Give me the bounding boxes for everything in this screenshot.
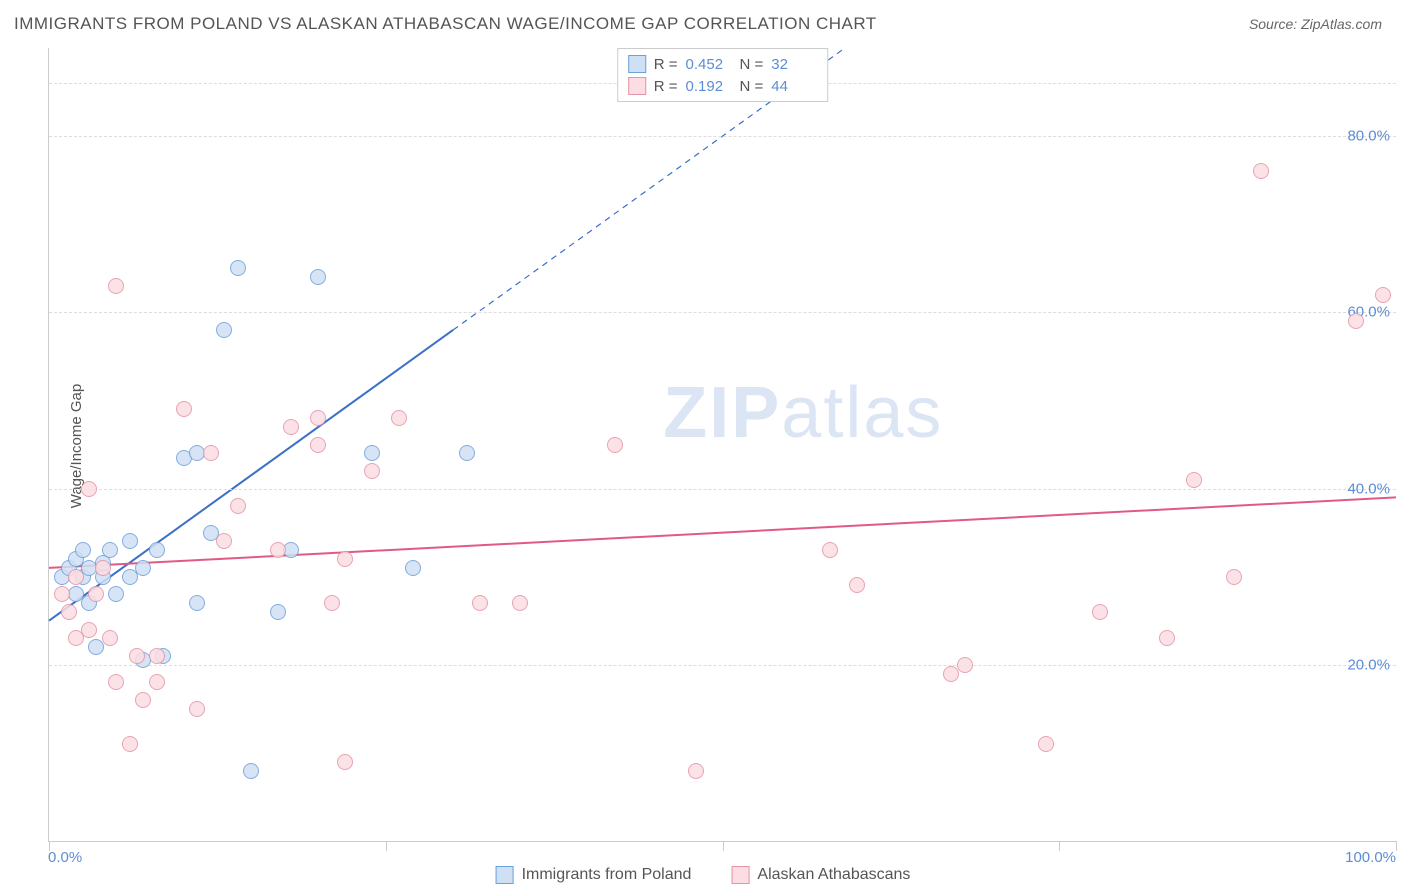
chart-source: Source: ZipAtlas.com <box>1249 16 1382 32</box>
scatter-point <box>81 622 97 638</box>
plot-region: ZIPatlas R =0.452N =32R =0.192N =44 20.0… <box>48 48 1396 842</box>
scatter-point <box>310 410 326 426</box>
scatter-point <box>102 630 118 646</box>
scatter-point <box>405 560 421 576</box>
scatter-point <box>243 763 259 779</box>
stat-n-label: N = <box>740 78 764 95</box>
legend-item: Immigrants from Poland <box>496 866 692 884</box>
stat-n-label: N = <box>740 56 764 73</box>
scatter-point <box>108 278 124 294</box>
stat-r-label: R = <box>654 56 678 73</box>
scatter-point <box>1375 287 1391 303</box>
x-tick-mark <box>1396 841 1397 851</box>
scatter-point <box>102 542 118 558</box>
scatter-point <box>95 560 111 576</box>
scatter-point <box>337 551 353 567</box>
scatter-point <box>122 736 138 752</box>
scatter-point <box>135 560 151 576</box>
scatter-point <box>75 542 91 558</box>
scatter-point <box>310 269 326 285</box>
x-tick-mark <box>1059 841 1060 851</box>
gridline-horizontal <box>49 136 1396 137</box>
scatter-point <box>364 445 380 461</box>
scatter-point <box>230 260 246 276</box>
legend-swatch <box>628 77 646 95</box>
stat-r-label: R = <box>654 78 678 95</box>
trend-lines <box>49 48 1396 841</box>
x-tick-max: 100.0% <box>1345 849 1396 866</box>
scatter-point <box>270 542 286 558</box>
stat-r-value: 0.192 <box>686 78 732 95</box>
stat-n-value: 32 <box>771 56 817 73</box>
scatter-point <box>822 542 838 558</box>
scatter-point <box>1348 313 1364 329</box>
scatter-point <box>61 604 77 620</box>
y-tick-label: 80.0% <box>1347 128 1390 145</box>
stat-r-value: 0.452 <box>686 56 732 73</box>
scatter-point <box>108 674 124 690</box>
scatter-point <box>1159 630 1175 646</box>
legend-stat-row: R = 0.452 N = 32 <box>628 53 818 75</box>
legend-stats: R = 0.452 N = 32 R = 0.192 N = 44 <box>617 48 829 102</box>
scatter-point <box>68 569 84 585</box>
legend-series: Immigrants from Poland Alaskan Athabascan… <box>496 866 911 884</box>
stat-n-value: 44 <box>771 78 817 95</box>
scatter-point <box>176 401 192 417</box>
scatter-point <box>1226 569 1242 585</box>
scatter-point <box>203 445 219 461</box>
scatter-point <box>391 410 407 426</box>
y-tick-label: 40.0% <box>1347 480 1390 497</box>
x-tick-mark <box>723 841 724 851</box>
scatter-point <box>1186 472 1202 488</box>
scatter-point <box>108 586 124 602</box>
scatter-point <box>957 657 973 673</box>
scatter-point <box>189 701 205 717</box>
y-tick-label: 20.0% <box>1347 656 1390 673</box>
scatter-point <box>216 533 232 549</box>
scatter-point <box>283 419 299 435</box>
scatter-point <box>122 533 138 549</box>
scatter-point <box>472 595 488 611</box>
gridline-horizontal <box>49 489 1396 490</box>
scatter-point <box>189 595 205 611</box>
scatter-point <box>81 481 97 497</box>
trend-line-solid <box>49 497 1396 567</box>
gridline-horizontal <box>49 665 1396 666</box>
scatter-point <box>849 577 865 593</box>
scatter-point <box>230 498 246 514</box>
scatter-point <box>149 542 165 558</box>
legend-stat-row: R = 0.192 N = 44 <box>628 75 818 97</box>
scatter-point <box>135 692 151 708</box>
chart-area: ZIPatlas R =0.452N =32R =0.192N =44 20.0… <box>48 48 1396 842</box>
legend-swatch <box>496 866 514 884</box>
scatter-point <box>88 586 104 602</box>
legend-item: Alaskan Athabascans <box>731 866 910 884</box>
scatter-point <box>459 445 475 461</box>
scatter-point <box>337 754 353 770</box>
gridline-horizontal <box>49 312 1396 313</box>
legend-swatch <box>628 55 646 73</box>
scatter-point <box>1038 736 1054 752</box>
scatter-point <box>216 322 232 338</box>
legend-label: Immigrants from Poland <box>522 866 692 884</box>
scatter-point <box>1253 163 1269 179</box>
legend-swatch <box>731 866 749 884</box>
x-tick-min: 0.0% <box>48 849 82 866</box>
x-tick-mark <box>386 841 387 851</box>
scatter-point <box>310 437 326 453</box>
scatter-point <box>149 674 165 690</box>
scatter-point <box>607 437 623 453</box>
scatter-point <box>1092 604 1108 620</box>
scatter-point <box>364 463 380 479</box>
scatter-point <box>129 648 145 664</box>
scatter-point <box>270 604 286 620</box>
scatter-point <box>512 595 528 611</box>
chart-header: IMMIGRANTS FROM POLAND VS ALASKAN ATHABA… <box>0 0 1406 42</box>
scatter-point <box>149 648 165 664</box>
legend-label: Alaskan Athabascans <box>757 866 910 884</box>
chart-title: IMMIGRANTS FROM POLAND VS ALASKAN ATHABA… <box>14 14 877 34</box>
scatter-point <box>688 763 704 779</box>
scatter-point <box>324 595 340 611</box>
scatter-point <box>54 586 70 602</box>
